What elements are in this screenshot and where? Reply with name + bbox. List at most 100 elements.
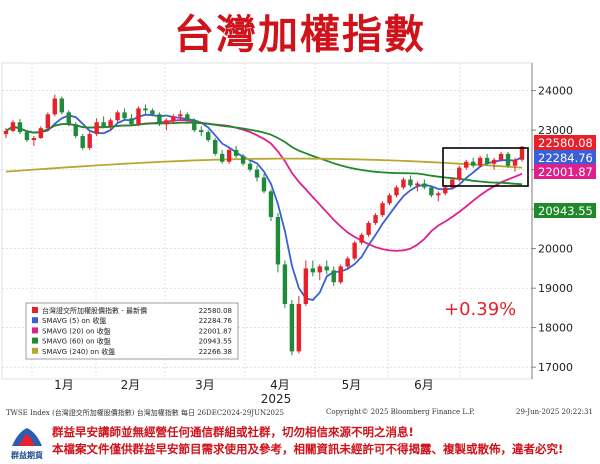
candle-body	[380, 203, 385, 216]
candle-body	[512, 159, 518, 166]
candle-body	[498, 153, 504, 160]
candle-body	[73, 124, 78, 137]
company-logo: 群益期貨	[6, 424, 48, 460]
y-tick-label: 24000	[538, 85, 573, 98]
candle-body	[505, 153, 511, 166]
sma240-line	[5, 157, 523, 173]
candle-body	[157, 114, 162, 125]
candle-body	[38, 128, 44, 139]
x-tick-label: 6月	[414, 378, 434, 392]
candle-body	[296, 303, 302, 352]
legend-value: 22266.38	[199, 348, 232, 356]
candle-body	[268, 191, 274, 218]
candle-body	[247, 163, 253, 170]
candle-body	[317, 266, 322, 273]
candle-body	[338, 266, 343, 283]
candle-body	[429, 187, 434, 196]
y-axis: 1700018000190002000021000220002300024000	[531, 63, 573, 379]
x-tick-label: 4月	[270, 378, 290, 392]
legend-label: SMAVG (60) on 收盤	[42, 337, 111, 346]
candle-body	[219, 153, 225, 162]
logo-icon	[12, 428, 42, 446]
candle-body	[422, 183, 427, 188]
value-tag-bg	[534, 150, 596, 165]
legend: 台灣證交所加權股價指數 - 最新價 22580.08 SMAVG (5) on 收盤…	[25, 302, 239, 360]
candle-body	[3, 130, 9, 135]
candle-body	[143, 108, 148, 111]
candle-body	[345, 258, 350, 267]
legend-swatch	[32, 307, 38, 313]
disclaimer-line-1: 群益早安講師並無經營任何通信群組或社群，切勿相信來源不明之消息!	[52, 425, 414, 439]
legend-swatch	[32, 347, 38, 354]
candle-body	[289, 303, 295, 352]
x-tick-label: 5月	[342, 378, 362, 392]
candle-body	[115, 112, 120, 121]
candle-body	[324, 266, 329, 271]
sma60-line	[5, 121, 523, 186]
x-tick-label: 1月	[54, 378, 74, 392]
candle-body	[394, 187, 399, 196]
candle-body	[150, 110, 155, 115]
legend-value: 22001.87	[199, 327, 232, 335]
y-tick-label: 18000	[538, 322, 573, 335]
y-tick-label: 23000	[538, 124, 573, 137]
candle-body	[450, 179, 455, 188]
logo-text: 群益期貨	[11, 451, 43, 460]
moving-average-lines	[5, 113, 523, 301]
candlesticks	[3, 94, 525, 356]
sma5-line	[5, 113, 523, 301]
candle-body	[240, 155, 246, 164]
highlight-box	[442, 147, 529, 187]
candle-body	[401, 179, 406, 188]
candle-body	[226, 149, 232, 162]
value-tag-text: 22580.08	[538, 136, 593, 150]
legend-swatch	[32, 317, 38, 324]
candle-body	[331, 270, 336, 283]
candle-body	[31, 138, 37, 141]
candle-body	[352, 242, 357, 259]
candle-body	[484, 157, 490, 164]
candle-body	[408, 179, 413, 186]
candle-body	[261, 177, 267, 192]
y-tick-label: 19000	[538, 282, 573, 295]
candle-body	[470, 161, 476, 166]
candle-body	[519, 146, 525, 160]
x-tick-label: 3月	[195, 378, 215, 392]
candle-body	[415, 183, 420, 186]
candle-body	[233, 149, 239, 156]
candle-body	[17, 122, 23, 133]
value-tag-bg	[534, 135, 596, 150]
y-tick-label: 17000	[538, 361, 573, 374]
legend-value: 20943.55	[199, 338, 232, 346]
candle-body	[164, 120, 169, 125]
candle-body	[359, 234, 364, 243]
page-title: 台灣加權指數	[174, 12, 426, 58]
candle-body	[24, 132, 30, 141]
candle-body	[52, 98, 58, 115]
candle-body	[457, 167, 462, 180]
candle-body	[178, 114, 183, 117]
legend-value: 22580.08	[199, 307, 232, 315]
value-tag-text: 22284.76	[538, 151, 593, 165]
candle-body	[387, 195, 392, 204]
legend-swatch	[32, 337, 38, 344]
candle-body	[108, 120, 113, 127]
candle-body	[136, 108, 141, 125]
candle-body	[373, 215, 378, 223]
candle-body	[66, 112, 71, 125]
candle-body	[282, 264, 288, 304]
legend-label: SMAVG (240) on 收盤	[42, 347, 115, 356]
candle-body	[129, 118, 134, 125]
copyright-text: Copyright© 2025 Bloomberg Finance L.P.	[326, 408, 475, 416]
candle-body	[303, 268, 309, 304]
disclaimer: 群益早安講師並無經營任何通信群組或社群，切勿相信來源不明之消息! 本檔案文件僅供…	[52, 424, 597, 458]
y-tick-label: 20000	[538, 243, 573, 256]
candle-body	[122, 112, 127, 119]
candle-body	[185, 114, 190, 121]
timestamp-text: 29-Jun-2025 20:22:31	[516, 408, 593, 416]
candle-body	[206, 132, 211, 141]
x-tick-label: 2月	[121, 378, 141, 392]
candle-body	[192, 120, 197, 131]
candle-body	[212, 140, 218, 154]
